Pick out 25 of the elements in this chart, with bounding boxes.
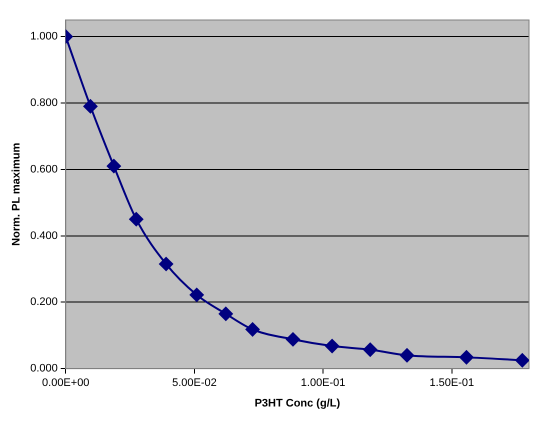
point: [83, 99, 98, 114]
y-tick-label: 0.200: [30, 296, 58, 308]
x-axis-title: P3HT Conc (g/L): [254, 397, 340, 410]
point: [246, 322, 260, 336]
x-tick-label: 1.00E-01: [300, 377, 346, 390]
point: [363, 342, 378, 357]
point: [459, 350, 474, 364]
point: [515, 353, 529, 368]
point: [286, 332, 300, 346]
point: [129, 212, 144, 226]
point: [325, 339, 340, 354]
x-tick-label: 5.00E-02: [172, 377, 217, 390]
y-tick-label: 0.800: [30, 97, 58, 110]
point: [159, 257, 174, 272]
point: [190, 288, 204, 302]
y-axis-title: Norm. PL maximum: [10, 142, 23, 246]
point: [106, 159, 121, 174]
y-tick-label: 0.400: [30, 230, 58, 242]
x-tick-label: 1.50E-01: [429, 377, 474, 390]
x-tick-label: 0.00E+00: [42, 377, 90, 390]
y-tick-label: 0.000: [30, 362, 58, 375]
point: [400, 348, 414, 362]
point: [218, 306, 233, 321]
y-tick-label: 1.000: [30, 30, 58, 43]
y-tick-label: 0.600: [30, 163, 58, 176]
